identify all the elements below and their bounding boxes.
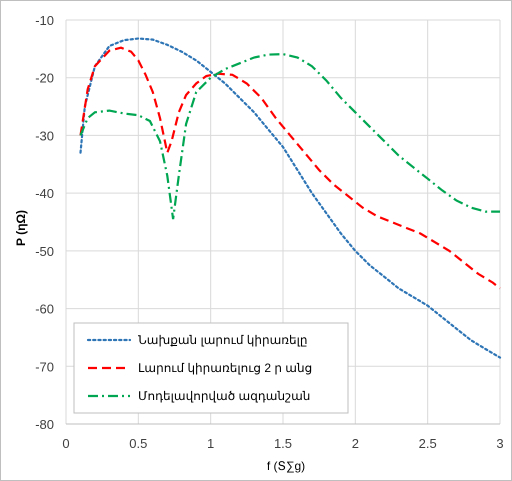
x-tick-label: 1.5 [274, 436, 292, 451]
x-tick-label: 3 [496, 436, 503, 451]
series-line-1 [79, 37, 502, 359]
legend: Նախքան լարում կիրառելը Լարում կիրառելուց … [73, 322, 349, 414]
legend-label-1: Նախքան լարում կիրառելը [138, 333, 308, 347]
axes: 0 0.5 1 1.5 2 2.5 3 -10 -20 -30 -40 -50 -60 -70 -80 [35, 13, 503, 451]
y-axis-label: P (ηΩ) [14, 210, 28, 246]
series-group [79, 37, 502, 359]
x-tick-label: 0.5 [129, 436, 147, 451]
x-tick-label: 2 [352, 436, 359, 451]
y-tick-label: -20 [35, 71, 54, 86]
legend-label-3: Մոդելավորված ազդանշան [138, 389, 310, 403]
y-tick-label: -80 [35, 417, 54, 432]
x-axis-label: f (Տ∑g) [267, 459, 305, 473]
x-tick-label: 1 [207, 436, 214, 451]
legend-label-2: Լարում կիրառելուց 2 ր անց [138, 361, 312, 375]
y-tick-label: -30 [35, 128, 54, 143]
x-tick-label: 0 [62, 436, 69, 451]
y-tick-label: -40 [35, 186, 54, 201]
series-line-2 [79, 46, 501, 290]
y-tick-label: -70 [35, 359, 54, 374]
x-tick-label: 2.5 [419, 436, 437, 451]
y-tick-label: -10 [35, 13, 54, 28]
y-tick-label: -60 [35, 302, 54, 317]
y-tick-label: -50 [35, 244, 54, 259]
